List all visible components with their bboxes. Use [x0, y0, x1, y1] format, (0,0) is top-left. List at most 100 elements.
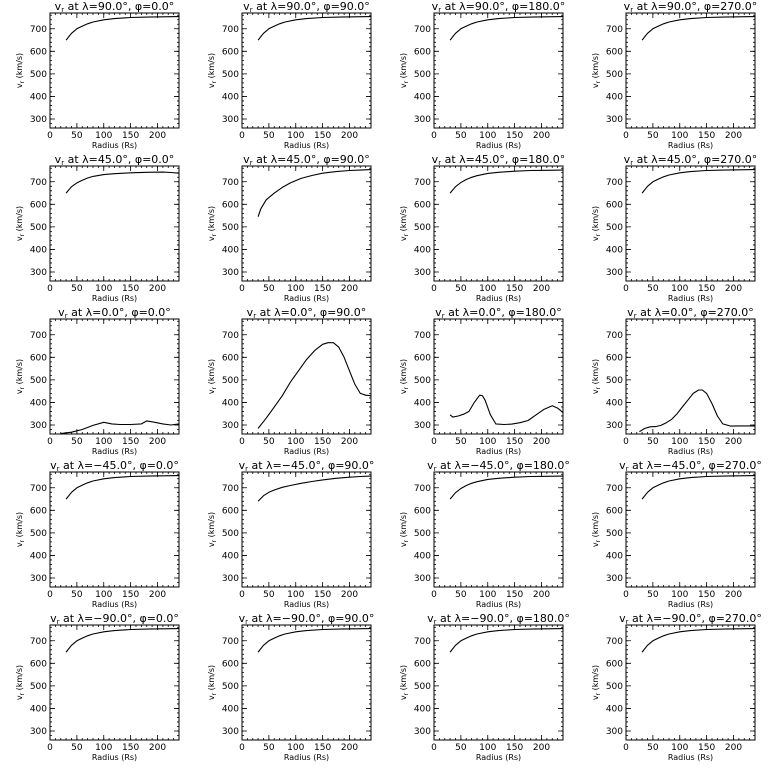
- x-tick-label: 200: [725, 131, 742, 141]
- minor-ticks: [242, 13, 371, 128]
- x-axis-label: Radius (Rs): [476, 141, 521, 150]
- x-tick-label: 50: [71, 437, 83, 447]
- x-tick-label: 100: [95, 743, 112, 753]
- y-tick-label: 400: [606, 704, 623, 714]
- x-tick-label: 200: [533, 284, 550, 294]
- plot-frame: [433, 12, 564, 129]
- x-axis-label: Radius (Rs): [668, 294, 713, 303]
- y-tick-label: 500: [606, 223, 623, 233]
- plot-frame: [241, 165, 372, 282]
- x-tick-label: 200: [725, 437, 742, 447]
- chart-panel: vr at λ=−90.0°, φ=90.0° 0 50 100 150 200 300 40…: [207, 612, 374, 762]
- x-tick-label: 0: [623, 743, 629, 753]
- x-tick-label: 150: [698, 131, 715, 141]
- x-tick-label: 200: [533, 590, 550, 600]
- y-tick-label: 300: [30, 727, 47, 737]
- y-tick-label: 700: [30, 25, 47, 35]
- chart-title: vr at λ=90.0°, φ=180.0°: [432, 0, 566, 14]
- x-tick-label: 150: [506, 437, 523, 447]
- y-axis-label: vr (km/s): [207, 359, 218, 394]
- y-tick-label: 700: [606, 331, 623, 341]
- y-tick-label: 700: [222, 484, 239, 494]
- x-tick-label: 100: [95, 437, 112, 447]
- y-tick-label: 400: [30, 245, 47, 255]
- x-tick-label: 50: [263, 131, 275, 141]
- x-axis-label: Radius (Rs): [476, 447, 521, 456]
- x-tick-label: 0: [623, 284, 629, 294]
- y-axis-label: vr (km/s): [591, 206, 602, 241]
- chart-panel: vr at λ=45.0°, φ=90.0° 0 50 100 150 200 300 400…: [207, 153, 372, 303]
- series-line: [65, 16, 180, 41]
- y-axis-label: vr (km/s): [591, 359, 602, 394]
- plot-frame: [625, 624, 756, 741]
- x-tick-label: 50: [647, 284, 659, 294]
- x-tick-label: 50: [263, 590, 275, 600]
- x-tick-label: 150: [314, 743, 331, 753]
- y-tick-label: 300: [606, 727, 623, 737]
- x-tick-label: 150: [506, 590, 523, 600]
- series-line: [65, 475, 180, 500]
- series-line: [257, 342, 372, 429]
- chart-title: vr at λ=45.0°, φ=90.0°: [243, 153, 370, 167]
- y-tick-label: 500: [30, 223, 47, 233]
- x-tick-label: 200: [149, 284, 166, 294]
- y-tick-label: 300: [222, 727, 239, 737]
- minor-ticks: [242, 166, 371, 281]
- x-tick-label: 150: [122, 131, 139, 141]
- chart-panel: vr at λ=−45.0°, φ=0.0° 0 50 100 150 200 300 400…: [15, 459, 180, 609]
- y-tick-label: 500: [30, 376, 47, 386]
- y-tick-label: 600: [222, 353, 239, 363]
- x-tick-label: 50: [263, 743, 275, 753]
- x-tick-label: 100: [287, 437, 304, 447]
- x-tick-label: 100: [287, 131, 304, 141]
- minor-ticks: [434, 13, 563, 128]
- y-tick-label: 300: [606, 115, 623, 125]
- y-tick-label: 500: [222, 682, 239, 692]
- y-tick-label: 500: [606, 529, 623, 539]
- x-tick-label: 0: [47, 437, 53, 447]
- x-tick-label: 0: [47, 743, 53, 753]
- x-tick-label: 200: [533, 437, 550, 447]
- chart-panel: vr at λ=0.0°, φ=0.0° 0 50 100 150 200 300 400 50…: [15, 306, 180, 456]
- y-tick-label: 700: [606, 637, 623, 647]
- x-tick-label: 200: [341, 437, 358, 447]
- chart-title: vr at λ=0.0°, φ=180.0°: [435, 306, 562, 320]
- y-tick-label: 700: [222, 178, 239, 188]
- minor-ticks: [626, 319, 755, 434]
- x-axis-label: Radius (Rs): [284, 294, 329, 303]
- y-tick-label: 700: [606, 25, 623, 35]
- x-tick-label: 50: [71, 743, 83, 753]
- y-tick-label: 600: [606, 200, 623, 210]
- y-axis-label: vr (km/s): [399, 53, 410, 88]
- y-tick-label: 400: [414, 92, 431, 102]
- chart-title: vr at λ=−45.0°, φ=90.0°: [239, 459, 375, 473]
- y-tick-label: 400: [30, 551, 47, 561]
- y-axis-label: vr (km/s): [399, 206, 410, 241]
- x-tick-label: 200: [533, 743, 550, 753]
- x-tick-label: 100: [479, 437, 496, 447]
- y-tick-label: 300: [222, 574, 239, 584]
- y-axis-label: vr (km/s): [207, 206, 218, 241]
- x-tick-label: 0: [239, 131, 245, 141]
- y-tick-label: 300: [222, 268, 239, 278]
- y-tick-label: 400: [222, 92, 239, 102]
- x-tick-label: 0: [431, 590, 437, 600]
- chart-panel: vr at λ=90.0°, φ=180.0° 0 50 100 150 200 300 40…: [399, 0, 565, 150]
- chart-title: vr at λ=−90.0°, φ=0.0°: [50, 612, 179, 626]
- x-tick-label: 100: [95, 131, 112, 141]
- chart-title: vr at λ=0.0°, φ=270.0°: [627, 306, 754, 320]
- y-tick-label: 300: [414, 421, 431, 431]
- y-tick-label: 400: [414, 245, 431, 255]
- y-axis-label: vr (km/s): [591, 53, 602, 88]
- y-axis-label: vr (km/s): [591, 512, 602, 547]
- y-tick-label: 500: [222, 376, 239, 386]
- series-line: [641, 475, 756, 500]
- minor-ticks: [434, 319, 563, 434]
- chart-panel: vr at λ=45.0°, φ=180.0° 0 50 100 150 200 300 40…: [399, 153, 565, 303]
- x-tick-label: 200: [725, 743, 742, 753]
- chart-title: vr at λ=−45.0°, φ=0.0°: [50, 459, 179, 473]
- y-axis-label: vr (km/s): [207, 512, 218, 547]
- chart-title: vr at λ=45.0°, φ=180.0°: [432, 153, 566, 167]
- x-axis-label: Radius (Rs): [92, 600, 137, 609]
